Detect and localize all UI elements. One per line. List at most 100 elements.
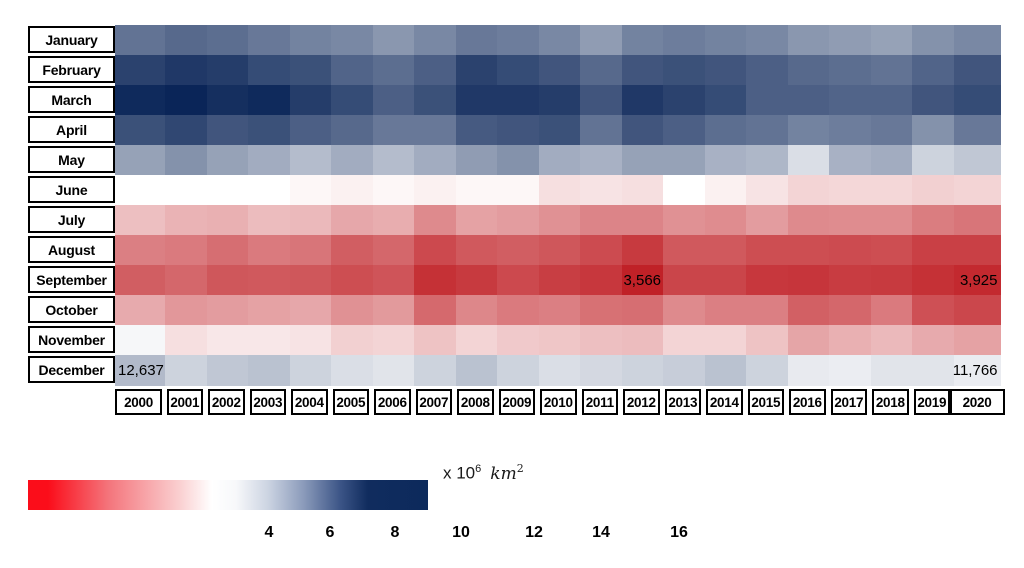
heatmap-cell <box>538 265 581 296</box>
heatmap-cell <box>248 175 291 206</box>
heatmap-cell <box>206 55 249 86</box>
heatmap-cell <box>580 25 623 56</box>
heatmap-cell <box>746 325 789 356</box>
heatmap-cell <box>497 325 540 356</box>
heatmap-cell <box>414 25 457 56</box>
heatmap-cell <box>953 175 1002 206</box>
heatmap-cell <box>115 145 166 176</box>
heatmap-cell <box>455 175 498 206</box>
year-label: 2003 <box>249 389 286 415</box>
heatmap-cell <box>621 355 664 386</box>
year-label: 2009 <box>498 389 535 415</box>
heatmap-cell <box>455 235 498 266</box>
heatmap-cell <box>663 355 706 386</box>
heatmap-cell <box>165 55 208 86</box>
heatmap-cell <box>621 205 664 236</box>
heatmap-cell <box>746 115 789 146</box>
heatmap-cell <box>206 145 249 176</box>
heatmap-cell <box>829 205 872 236</box>
heatmap-cell <box>953 85 1002 116</box>
heatmap-cell <box>621 295 664 326</box>
heatmap-cell <box>621 85 664 116</box>
heatmap-cell <box>165 205 208 236</box>
heatmap-cell <box>538 25 581 56</box>
heatmap-cell <box>829 295 872 326</box>
heatmap-cell <box>912 145 955 176</box>
heatmap-cell <box>538 175 581 206</box>
month-label: March <box>28 86 115 113</box>
heatmap-cell <box>289 205 332 236</box>
heatmap-cell <box>331 115 374 146</box>
heatmap-cell <box>331 85 374 116</box>
heatmap-cell <box>621 145 664 176</box>
heatmap-cell <box>414 205 457 236</box>
year-label: 2002 <box>208 389 245 415</box>
year-label: 2017 <box>830 389 867 415</box>
colorbar-gradient <box>28 480 428 510</box>
heatmap-cell <box>663 115 706 146</box>
heatmap-cell <box>953 115 1002 146</box>
heatmap-cell <box>580 175 623 206</box>
heatmap-cell <box>115 325 166 356</box>
heatmap-cell <box>621 325 664 356</box>
year-label: 2007 <box>415 389 452 415</box>
heatmap-cell <box>372 175 415 206</box>
heatmap-cell <box>870 325 913 356</box>
heatmap-cell <box>746 205 789 236</box>
heatmap-cell <box>455 265 498 296</box>
heatmap-cell <box>829 115 872 146</box>
year-label: 2006 <box>374 389 411 415</box>
heatmap-cell <box>289 265 332 296</box>
heatmap-cell <box>331 55 374 86</box>
heatmap-cell <box>953 55 1002 86</box>
unit-exponent: 6 <box>475 463 482 475</box>
heatmap-cell <box>165 235 208 266</box>
heatmap-cell <box>289 145 332 176</box>
heatmap-cell <box>538 325 581 356</box>
heatmap-cell <box>870 25 913 56</box>
heatmap-cell <box>331 325 374 356</box>
heatmap-cell <box>787 205 830 236</box>
heatmap-cell <box>165 25 208 56</box>
heatmap-cell <box>115 115 166 146</box>
heatmap-cell <box>248 205 291 236</box>
heatmap-cell <box>455 145 498 176</box>
heatmap-cell <box>372 235 415 266</box>
heatmap-cell <box>704 325 747 356</box>
heatmap-cell <box>787 235 830 266</box>
heatmap-cell <box>414 145 457 176</box>
heatmap-cell <box>289 355 332 386</box>
heatmap-cell <box>870 145 913 176</box>
heatmap-cell <box>870 175 913 206</box>
heatmap-cell <box>912 55 955 86</box>
heatmap-cell <box>704 145 747 176</box>
cell-value-annotation: 3,566 <box>623 271 662 289</box>
heatmap-cell <box>704 265 747 296</box>
heatmap-cell <box>538 85 581 116</box>
heatmap-cell <box>414 175 457 206</box>
heatmap-cell <box>829 355 872 386</box>
heatmap-cell <box>115 265 166 296</box>
year-label: 2012 <box>623 389 660 415</box>
heatmap-cell <box>331 205 374 236</box>
heatmap-cell <box>289 235 332 266</box>
heatmap-cell <box>746 55 789 86</box>
heatmap-cell <box>331 175 374 206</box>
heatmap-cell <box>248 265 291 296</box>
heatmap-cell <box>704 295 747 326</box>
heatmap-cell <box>414 355 457 386</box>
heatmap-cell <box>115 355 166 386</box>
heatmap-cell <box>115 295 166 326</box>
heatmap-cell <box>206 235 249 266</box>
month-label: April <box>28 116 115 143</box>
heatmap-cell <box>663 175 706 206</box>
heatmap-cell <box>497 295 540 326</box>
heatmap-cell <box>787 85 830 116</box>
heatmap-cell <box>455 325 498 356</box>
heatmap-cell <box>580 265 623 296</box>
heatmap-cell <box>206 205 249 236</box>
heatmap-cell <box>953 205 1002 236</box>
heatmap-cell <box>870 115 913 146</box>
heatmap-cell <box>497 85 540 116</box>
colorbar-unit-label: x 106 km2 <box>443 462 524 484</box>
